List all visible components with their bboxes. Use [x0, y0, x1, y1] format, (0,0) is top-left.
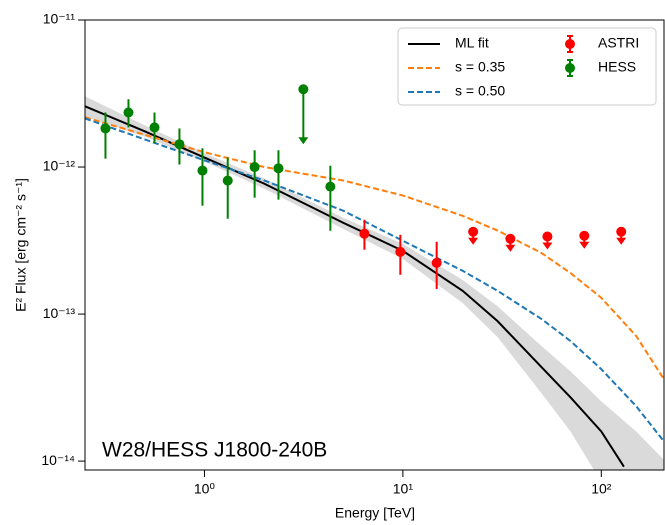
x-tick-label: 10² — [591, 481, 612, 497]
data-point — [359, 228, 370, 239]
data-point — [325, 181, 336, 192]
y-axis-label: E² Flux [erg cm⁻² s⁻¹] — [13, 178, 29, 312]
data-point — [273, 163, 284, 174]
x-tick-label: 10¹ — [393, 481, 414, 497]
y-tick-label: 10⁻¹⁴ — [41, 452, 75, 468]
legend: ML fit s = 0.35 s = 0.50 ASTRI HESS — [397, 27, 657, 106]
data-point — [468, 226, 479, 237]
upper-limit-head — [298, 137, 309, 145]
fit-line — [85, 116, 664, 380]
data-point — [298, 84, 309, 95]
data-point — [174, 139, 185, 150]
data-point — [542, 231, 553, 242]
data-point — [395, 246, 406, 257]
data-point — [249, 162, 260, 173]
legend-label: s = 0.50 — [455, 83, 505, 99]
y-tick-label: 10⁻¹¹ — [43, 11, 76, 27]
upper-limit-head — [616, 237, 627, 245]
fit-line — [85, 117, 664, 443]
legend-box — [397, 27, 657, 106]
data-point — [431, 257, 442, 268]
upper-limit-head — [468, 237, 479, 245]
upper-limit-head — [505, 244, 516, 252]
legend-label: ML fit — [455, 35, 489, 51]
y-tick-label: 10⁻¹³ — [43, 305, 76, 321]
upper-limit-head — [542, 242, 553, 250]
data-point — [222, 175, 233, 186]
confidence-band — [85, 96, 664, 470]
legend-label: s = 0.35 — [455, 59, 505, 75]
data-point — [616, 226, 627, 237]
x-tick-label: 10⁰ — [194, 481, 216, 497]
fit-line — [85, 105, 625, 468]
legend-swatch — [565, 39, 575, 49]
data-point — [100, 123, 111, 134]
legend-label: HESS — [598, 59, 636, 75]
x-axis-label: Energy [TeV] — [335, 505, 415, 521]
data-point — [505, 233, 516, 244]
annotation: W28/HESS J1800-240B — [102, 439, 327, 462]
data-point — [123, 107, 134, 118]
data-point — [579, 230, 590, 241]
legend-label: ASTRI — [598, 35, 639, 51]
data-point — [149, 122, 160, 133]
legend-swatch — [565, 63, 575, 73]
y-tick-label: 10⁻¹² — [43, 158, 76, 174]
axes-frame — [84, 19, 665, 471]
plot-area — [85, 84, 664, 470]
upper-limit-head — [579, 241, 590, 249]
data-point — [197, 165, 208, 176]
